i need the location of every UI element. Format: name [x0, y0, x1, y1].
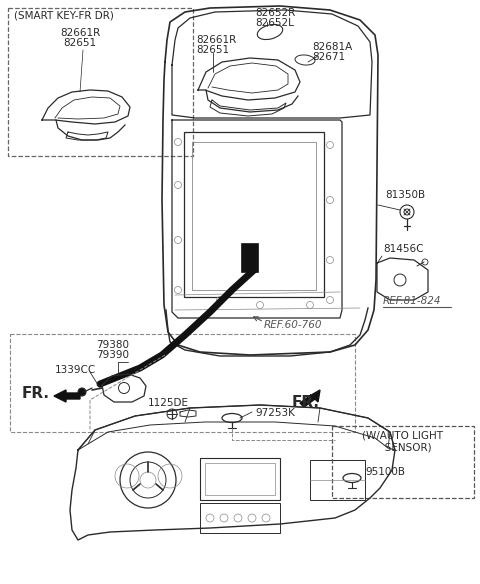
Bar — [332, 426, 474, 498]
Text: 82661R: 82661R — [196, 35, 236, 45]
Text: 81456C: 81456C — [383, 244, 423, 254]
Bar — [205, 463, 275, 495]
Bar — [242, 244, 258, 272]
Text: 1125DE: 1125DE — [148, 398, 189, 408]
Bar — [192, 142, 316, 290]
Text: (SMART KEY-FR DR): (SMART KEY-FR DR) — [14, 11, 114, 21]
Text: 82681A: 82681A — [312, 42, 352, 52]
Circle shape — [78, 388, 86, 396]
Text: 82652L: 82652L — [255, 18, 294, 28]
Bar — [200, 503, 280, 533]
Text: FR.: FR. — [292, 395, 320, 410]
Bar — [200, 458, 280, 500]
Bar — [184, 132, 324, 297]
Polygon shape — [54, 390, 80, 402]
Text: 82661R: 82661R — [60, 28, 100, 38]
Text: 82651: 82651 — [63, 38, 96, 48]
Bar — [310, 460, 365, 500]
Text: 82651: 82651 — [196, 45, 229, 55]
Text: 81350B: 81350B — [385, 190, 425, 200]
Text: 95100B: 95100B — [365, 467, 405, 477]
Text: REF.60-760: REF.60-760 — [264, 320, 323, 330]
Text: 79390: 79390 — [96, 350, 129, 360]
Text: 97253K: 97253K — [255, 408, 295, 418]
Text: FR.: FR. — [22, 386, 50, 401]
Text: (W/AUTO LIGHT
   SENSOR): (W/AUTO LIGHT SENSOR) — [362, 430, 444, 453]
Text: 79380: 79380 — [96, 340, 129, 350]
Text: 1339CC: 1339CC — [55, 365, 96, 375]
Text: 82652R: 82652R — [255, 8, 295, 18]
Text: REF.81-824: REF.81-824 — [383, 296, 442, 306]
Bar — [8, 8, 193, 156]
Polygon shape — [300, 390, 320, 407]
Text: 82671: 82671 — [312, 52, 345, 62]
Bar — [10, 334, 355, 432]
